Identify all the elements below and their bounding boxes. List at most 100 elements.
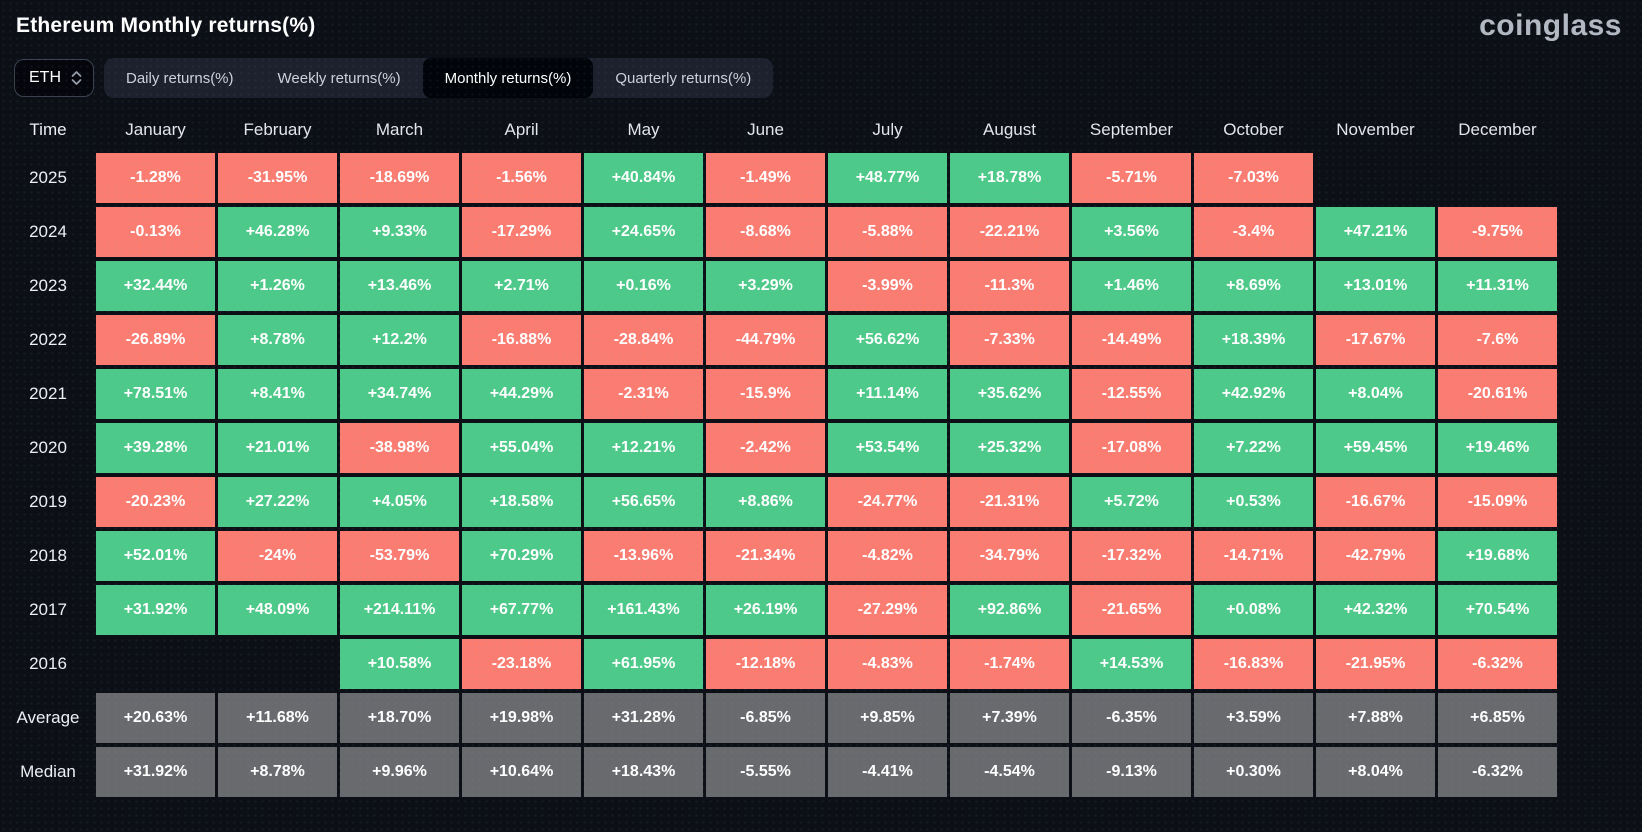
return-cell: +161.43% (584, 585, 703, 635)
tab-quarterly-returns[interactable]: Quarterly returns(%) (593, 58, 773, 98)
return-cell: -17.29% (462, 207, 581, 257)
return-cell: -17.67% (1316, 315, 1435, 365)
return-cell: +19.68% (1438, 531, 1557, 581)
return-cell: +25.32% (950, 423, 1069, 473)
return-cell: +12.21% (584, 423, 703, 473)
return-cell: +11.68% (218, 693, 337, 743)
return-cell: -7.03% (1194, 153, 1313, 203)
return-cell: +8.69% (1194, 261, 1313, 311)
symbol-select[interactable]: ETH (14, 59, 94, 97)
return-cell: +26.19% (706, 585, 825, 635)
return-cell: +12.2% (340, 315, 459, 365)
return-cell: -38.98% (340, 423, 459, 473)
return-cell: -23.18% (462, 639, 581, 689)
return-cell: -4.41% (828, 747, 947, 797)
returns-period-tabs: Daily returns(%) Weekly returns(%) Monthly… (104, 58, 774, 98)
return-cell: +0.16% (584, 261, 703, 311)
page-title: Ethereum Monthly returns(%) (16, 14, 316, 37)
return-cell: +3.56% (1072, 207, 1191, 257)
table-row: 2023 +32.44% +1.26% +13.46% +2.71% +0.16% +3.2… (0, 261, 1642, 311)
table-row: 2017 +31.92% +48.09% +214.11% +67.77% +161.43… (0, 585, 1642, 635)
return-cell: -2.31% (584, 369, 703, 419)
row-label: 2022 (29, 330, 67, 349)
return-cell: +8.78% (218, 747, 337, 797)
table-row: 2018 +52.01% -24% -53.79% +70.29% -13.96% -21.… (0, 531, 1642, 581)
return-cell: -18.69% (340, 153, 459, 203)
return-cell: -27.29% (828, 585, 947, 635)
return-cell: -12.18% (706, 639, 825, 689)
table-row: Median +31.92% +8.78% +9.96% +10.64% +18.43% -… (0, 747, 1642, 797)
return-cell: -17.08% (1072, 423, 1191, 473)
return-cell: -34.79% (950, 531, 1069, 581)
return-cell: -6.35% (1072, 693, 1191, 743)
coinglass-logo[interactable]: coinglass (1479, 9, 1622, 42)
row-label: 2024 (29, 222, 67, 241)
return-cell: -26.89% (96, 315, 215, 365)
row-label: Median (20, 762, 76, 781)
return-cell: -6.85% (706, 693, 825, 743)
return-cell: +92.86% (950, 585, 1069, 635)
tab-daily-returns[interactable]: Daily returns(%) (104, 58, 256, 98)
return-cell: -14.49% (1072, 315, 1191, 365)
return-cell: +7.22% (1194, 423, 1313, 473)
row-label: 2017 (29, 600, 67, 619)
return-cell: -16.67% (1316, 477, 1435, 527)
return-cell: -13.96% (584, 531, 703, 581)
return-cell: -12.55% (1072, 369, 1191, 419)
return-cell: -17.32% (1072, 531, 1191, 581)
return-cell: +18.70% (340, 693, 459, 743)
return-cell: -31.95% (218, 153, 337, 203)
return-cell: +7.88% (1316, 693, 1435, 743)
return-cell: +70.29% (462, 531, 581, 581)
return-cell: +48.09% (218, 585, 337, 635)
return-cell: +31.28% (584, 693, 703, 743)
return-cell (1316, 153, 1435, 203)
column-header: September (1089, 119, 1174, 139)
row-label: 2021 (29, 384, 67, 403)
return-cell: +19.98% (462, 693, 581, 743)
return-cell: -42.79% (1316, 531, 1435, 581)
return-cell (96, 639, 215, 689)
column-header: February (243, 119, 312, 139)
return-cell: -5.71% (1072, 153, 1191, 203)
return-cell: -1.49% (706, 153, 825, 203)
return-cell: +18.78% (950, 153, 1069, 203)
return-cell: +13.46% (340, 261, 459, 311)
table-row: 2021 +78.51% +8.41% +34.74% +44.29% -2.31% -15… (0, 369, 1642, 419)
return-cell: +67.77% (462, 585, 581, 635)
return-cell: +4.05% (340, 477, 459, 527)
tab-weekly-returns[interactable]: Weekly returns(%) (256, 58, 423, 98)
column-header: October (1223, 119, 1284, 139)
return-cell: -6.32% (1438, 639, 1557, 689)
return-cell: +0.53% (1194, 477, 1313, 527)
return-cell: -16.83% (1194, 639, 1313, 689)
return-cell: +70.54% (1438, 585, 1557, 635)
row-label: 2016 (29, 654, 67, 673)
table-row: 2016 +10.58% -23.18% +61.95% -12.18% -4.83% -1… (0, 639, 1642, 689)
topbar: Ethereum Monthly returns(%) coinglass (0, 0, 1642, 46)
table-header-row: Time January February March April May June July… (0, 106, 1642, 153)
return-cell: -6.32% (1438, 747, 1557, 797)
return-cell: +18.39% (1194, 315, 1313, 365)
return-cell: -24.77% (828, 477, 947, 527)
return-cell: +8.78% (218, 315, 337, 365)
return-cell: +0.08% (1194, 585, 1313, 635)
return-cell (218, 639, 337, 689)
return-cell: +2.71% (462, 261, 581, 311)
return-cell: -4.83% (828, 639, 947, 689)
return-cell: -4.54% (950, 747, 1069, 797)
return-cell: +9.33% (340, 207, 459, 257)
table-row: 2019 -20.23% +27.22% +4.05% +18.58% +56.65% +8… (0, 477, 1642, 527)
tab-monthly-returns[interactable]: Monthly returns(%) (422, 58, 594, 98)
return-cell: +10.64% (462, 747, 581, 797)
table-row: 2024 -0.13% +46.28% +9.33% -17.29% +24.65% -8.… (0, 207, 1642, 257)
return-cell: +3.29% (706, 261, 825, 311)
row-label: 2018 (29, 546, 67, 565)
return-cell: +1.26% (218, 261, 337, 311)
return-cell: +8.04% (1316, 369, 1435, 419)
return-cell: +46.28% (218, 207, 337, 257)
return-cell: +53.54% (828, 423, 947, 473)
return-cell: -20.61% (1438, 369, 1557, 419)
column-header-time: Time (29, 119, 67, 139)
return-cell (1438, 153, 1557, 203)
